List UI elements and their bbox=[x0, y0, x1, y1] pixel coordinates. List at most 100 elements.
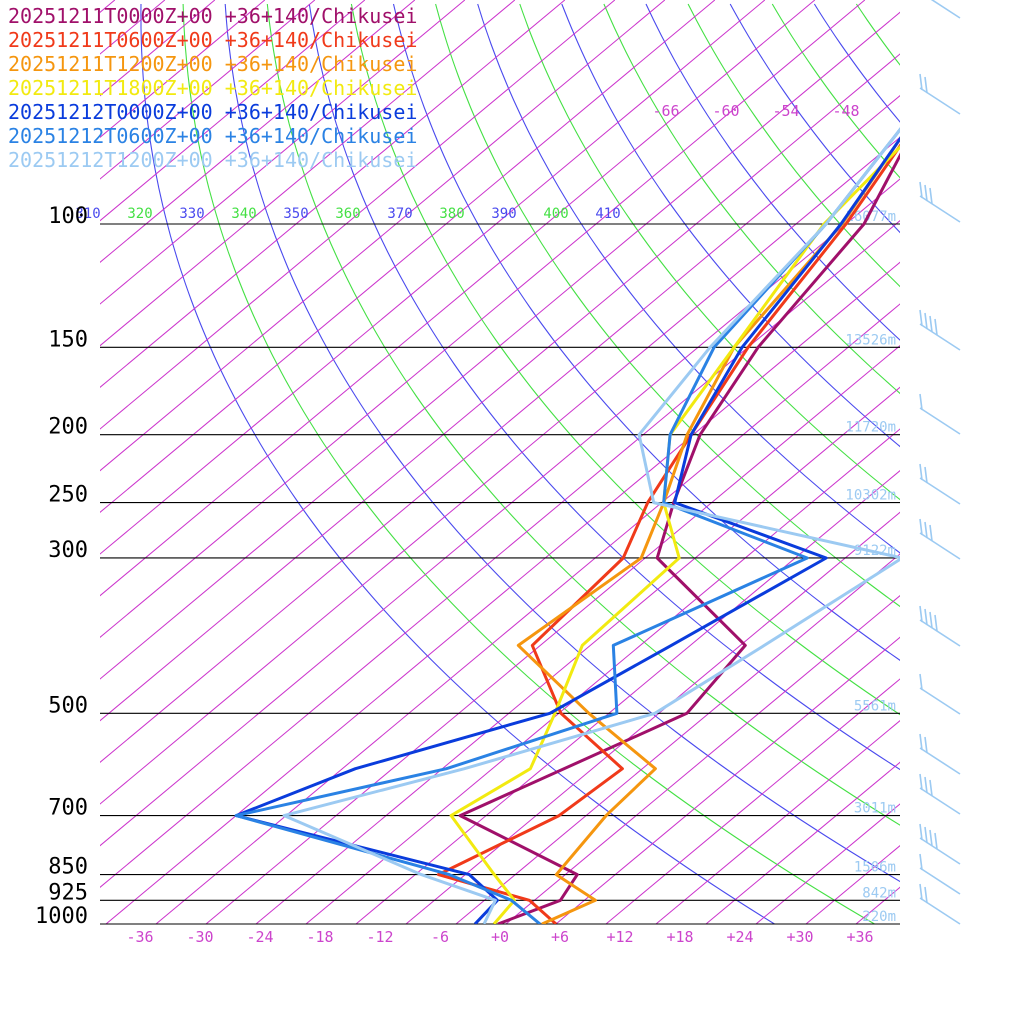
upper-temp-labels: -66 -60 -54 -48 bbox=[652, 102, 859, 120]
wind-barb bbox=[919, 733, 961, 775]
temperature-tick-label: -30 bbox=[186, 928, 213, 946]
pressure-tick-label: 700 bbox=[48, 796, 88, 821]
theta-label: 320 bbox=[127, 206, 152, 222]
theta-adiabat bbox=[645, 3, 900, 341]
series-line-4 bbox=[449, 144, 900, 924]
height-label: 220m bbox=[862, 909, 896, 925]
wind-barb bbox=[919, 181, 961, 223]
isotherm-line bbox=[100, 178, 900, 847]
isotherm-line bbox=[105, 261, 900, 924]
theta-label: 360 bbox=[335, 206, 360, 222]
wind-barb bbox=[919, 518, 961, 560]
height-labels: 16077m13526m11720m10302m9122m5561m3011m1… bbox=[845, 209, 896, 925]
isotherm-line bbox=[100, 0, 366, 222]
height-label: 5561m bbox=[854, 698, 896, 714]
temperature-tick-label: -24 bbox=[246, 928, 273, 946]
isotherm-line bbox=[405, 511, 900, 924]
series-line-1 bbox=[458, 152, 900, 924]
isotherm-line bbox=[100, 0, 516, 347]
theta-label: 350 bbox=[283, 206, 308, 222]
isotherm-line bbox=[655, 720, 900, 924]
isotherm-line bbox=[100, 0, 416, 263]
temperature-tick-label: +18 bbox=[666, 928, 693, 946]
isotherm-line bbox=[100, 0, 716, 513]
theta-label: 410 bbox=[595, 206, 620, 222]
theta-adiabat bbox=[519, 3, 900, 501]
legend-entry: 20251212T0000Z+00 +36+140/Chikusei bbox=[8, 100, 418, 124]
isotherm-line bbox=[100, 0, 566, 388]
pressure-tick-label: 500 bbox=[48, 693, 88, 718]
theta-label: 310 bbox=[75, 206, 100, 222]
pressure-tick-label: 200 bbox=[48, 415, 88, 440]
height-label: 3011m bbox=[854, 801, 896, 817]
wind-barb bbox=[919, 773, 961, 815]
theta-label: 400 bbox=[543, 206, 568, 222]
isotherm-line bbox=[355, 470, 900, 924]
isotherm-line bbox=[100, 0, 816, 597]
temperature-tick-label: -6 bbox=[431, 928, 449, 946]
isotherm-line bbox=[100, 0, 466, 305]
temperature-tick-label: +6 bbox=[551, 928, 569, 946]
wind-barbs bbox=[919, 0, 961, 925]
series-line-2 bbox=[436, 143, 900, 924]
sounding-series bbox=[234, 127, 900, 924]
isotherm-line bbox=[705, 761, 900, 924]
wind-barb bbox=[919, 883, 961, 925]
legend-entry: 20251211T1200Z+00 +36+140/Chikusei bbox=[8, 52, 418, 76]
wind-barb bbox=[930, 0, 961, 19]
pressure-tick-label: 250 bbox=[48, 483, 88, 508]
series-line-7 bbox=[282, 127, 900, 924]
upper-temp-label: -54 bbox=[772, 102, 799, 120]
upper-temp-label: -66 bbox=[652, 102, 679, 120]
theta-adiabat bbox=[308, 3, 900, 771]
isotherm-line bbox=[555, 636, 900, 924]
temperature-tick-label: +24 bbox=[726, 928, 753, 946]
isotherm-line bbox=[100, 95, 900, 763]
height-label: 842m bbox=[862, 885, 896, 901]
pressure-tick-label: 1000 bbox=[35, 904, 88, 929]
isotherm-line bbox=[956, 0, 1024, 924]
isotherm-line bbox=[906, 0, 1024, 924]
isobar-lines bbox=[100, 223, 900, 925]
theta-adiabat bbox=[603, 3, 900, 395]
theta-adiabat bbox=[224, 3, 900, 883]
temperature-tick-label: -12 bbox=[366, 928, 393, 946]
isotherm-line bbox=[100, 0, 616, 430]
theta-adiabat bbox=[140, 3, 775, 924]
height-label: 11720m bbox=[845, 420, 896, 436]
legend-entry: 20251211T0600Z+00 +36+140/Chikusei bbox=[8, 28, 418, 52]
isotherm-line bbox=[155, 303, 900, 924]
height-label: 10302m bbox=[845, 488, 896, 504]
temperature-tick-label: -18 bbox=[306, 928, 333, 946]
isotherm-line bbox=[100, 0, 866, 638]
legend-entry: 20251211T1800Z+00 +36+140/Chikusei bbox=[8, 76, 418, 100]
wind-barb bbox=[919, 823, 961, 865]
height-label: 16077m bbox=[845, 209, 896, 225]
legend: 20251211T0000Z+00 +36+140/Chikusei 202512… bbox=[8, 4, 417, 172]
temperature-tick-label: +12 bbox=[606, 928, 633, 946]
theta-adiabat bbox=[266, 3, 900, 826]
theta-label: 340 bbox=[231, 206, 256, 222]
height-label: 13526m bbox=[845, 332, 896, 348]
theta-adiabat bbox=[687, 3, 900, 288]
theta-label: 370 bbox=[387, 206, 412, 222]
temperature-tick-label: -36 bbox=[126, 928, 153, 946]
theta-label: 330 bbox=[179, 206, 204, 222]
temperature-tick-label: +0 bbox=[491, 928, 509, 946]
theta-adiabat bbox=[392, 3, 900, 661]
theta-adiabat bbox=[813, 3, 900, 123]
theta-adiabat bbox=[771, 3, 900, 179]
theta-adiabat bbox=[729, 3, 900, 234]
theta-adiabat bbox=[855, 3, 900, 66]
isotherm-line bbox=[855, 886, 900, 924]
theta-label: 380 bbox=[439, 206, 464, 222]
theta-adiabat bbox=[435, 3, 900, 608]
temperature-tick-label: +30 bbox=[786, 928, 813, 946]
isotherm-line bbox=[805, 845, 900, 924]
theta-adiabat bbox=[561, 3, 900, 448]
theta-adiabat bbox=[477, 3, 900, 554]
series-line-5 bbox=[234, 136, 900, 924]
isotherm-line bbox=[605, 678, 900, 924]
